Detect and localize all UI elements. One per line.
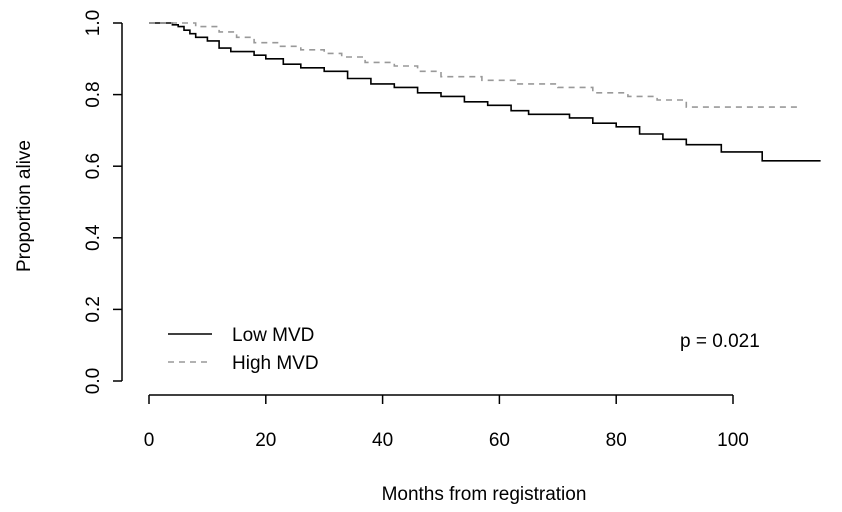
legend-label-low-mvd: Low MVD: [232, 325, 314, 346]
y-tick-label: 1.0: [83, 10, 104, 36]
x-tick-label: 0: [144, 430, 155, 451]
series-layer: [149, 22, 821, 162]
legend: Low MVD High MVD: [168, 325, 319, 374]
x-tick-label: 60: [489, 430, 510, 451]
p-value-annotation: p = 0.021: [680, 331, 760, 352]
x-tick-label: 20: [255, 430, 276, 451]
y-ticks: 0.0 0.2 0.4 0.6 0.8 1.0: [83, 10, 122, 394]
y-tick-label: 0.0: [83, 368, 104, 394]
x-tick-label: 80: [606, 430, 627, 451]
y-axis-title: Proportion alive: [14, 140, 35, 272]
x-axis-title: Months from registration: [382, 484, 587, 505]
y-tick-label: 0.8: [83, 81, 104, 107]
x-tick-label: 40: [372, 430, 393, 451]
y-tick-label: 0.2: [83, 296, 104, 322]
series-line-high-mvd: [149, 22, 798, 108]
x-tick-label: 100: [717, 430, 749, 451]
y-tick-label: 0.4: [83, 224, 104, 251]
legend-label-high-mvd: High MVD: [232, 353, 319, 374]
x-ticks: 0 20 40 60 80 100: [144, 395, 749, 451]
y-tick-label: 0.6: [83, 153, 104, 179]
series-line-low-mvd: [149, 22, 821, 162]
axes: 0 20 40 60 80 100 0.0 0.2 0.4 0.6 0.8 1.0: [83, 10, 749, 451]
